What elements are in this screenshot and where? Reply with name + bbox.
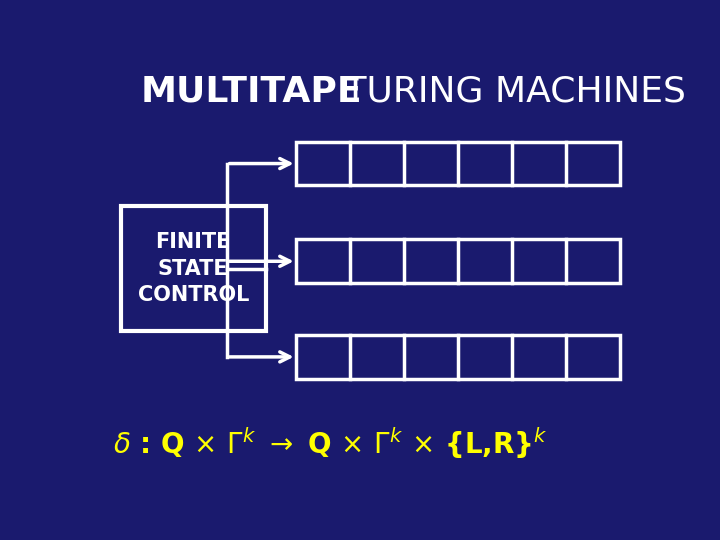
Text: FINITE
STATE
CONTROL: FINITE STATE CONTROL	[138, 232, 249, 305]
Bar	[121, 206, 266, 331]
Text: TURING MACHINES: TURING MACHINES	[333, 75, 685, 109]
Text: $\delta$ : Q $\times$ $\Gamma^k$ $\rightarrow$ Q $\times$ $\Gamma^k$ $\times$ {L: $\delta$ : Q $\times$ $\Gamma^k$ $\right…	[112, 426, 547, 461]
Text: MULTITAPE: MULTITAPE	[140, 75, 362, 109]
Bar	[297, 141, 620, 185]
Bar	[297, 335, 620, 379]
Bar	[297, 239, 620, 283]
